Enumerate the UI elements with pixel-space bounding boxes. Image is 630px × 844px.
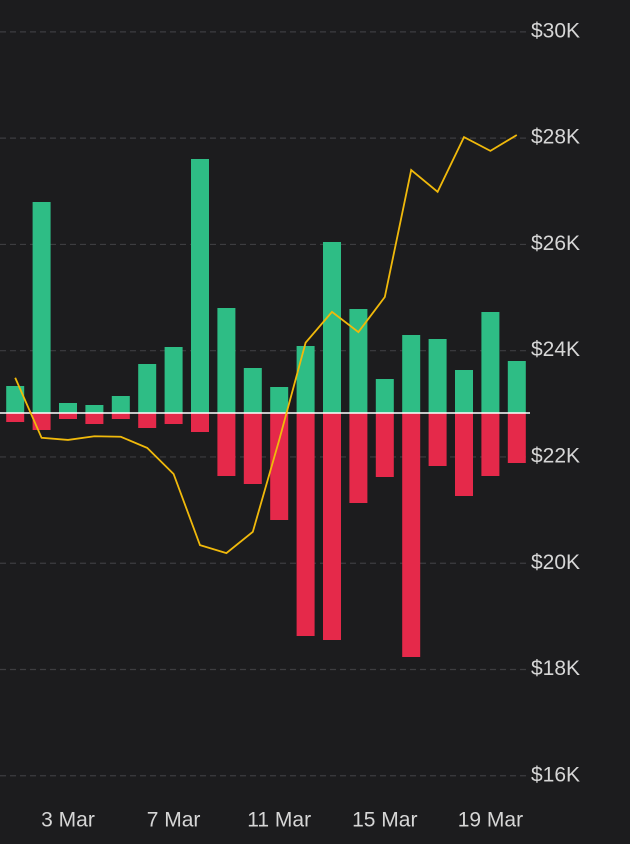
bar — [507, 413, 526, 463]
bar — [191, 159, 209, 413]
bar — [111, 396, 130, 413]
bar — [85, 405, 104, 413]
bar — [191, 413, 209, 432]
bar — [428, 339, 447, 413]
y-tick-label: $28K — [531, 126, 580, 149]
bar — [455, 413, 473, 496]
bar — [217, 308, 236, 413]
bar — [138, 413, 157, 428]
bar — [164, 413, 183, 424]
bar — [270, 387, 289, 413]
bar — [296, 413, 315, 636]
x-tick-label: 19 Mar — [458, 809, 523, 832]
bar — [402, 413, 421, 657]
bar — [243, 413, 262, 484]
bar — [6, 386, 25, 413]
bar — [243, 368, 262, 413]
y-tick-label: $30K — [531, 19, 580, 42]
x-tick-label: 7 Mar — [147, 809, 201, 832]
bar — [402, 335, 421, 413]
bar — [428, 413, 447, 466]
bar — [59, 403, 77, 413]
x-tick-label: 3 Mar — [41, 809, 95, 832]
y-tick-label: $26K — [531, 232, 580, 255]
price-line — [14, 134, 518, 555]
bar — [6, 413, 25, 422]
bar — [138, 364, 157, 413]
bar — [323, 242, 341, 413]
x-tick-label: 11 Mar — [247, 809, 311, 832]
bar — [375, 413, 394, 477]
bar — [270, 413, 289, 520]
bar — [375, 379, 394, 413]
bar — [323, 413, 341, 640]
bar — [85, 413, 104, 424]
bar — [217, 413, 236, 476]
bar — [349, 413, 368, 503]
x-tick-label: 15 Mar — [352, 809, 417, 832]
bar — [111, 413, 130, 419]
bar — [296, 346, 315, 413]
y-tick-label: $22K — [531, 444, 580, 467]
bar — [481, 413, 500, 476]
bar — [349, 309, 368, 413]
y-tick-label: $24K — [531, 338, 580, 361]
bar — [481, 312, 500, 413]
bar — [59, 413, 77, 419]
bar — [32, 202, 51, 413]
bar — [507, 361, 526, 413]
y-tick-label: $20K — [531, 551, 580, 574]
y-tick-label: $16K — [531, 763, 580, 786]
bar — [455, 370, 473, 413]
y-tick-label: $18K — [531, 657, 580, 680]
bar — [164, 347, 183, 413]
